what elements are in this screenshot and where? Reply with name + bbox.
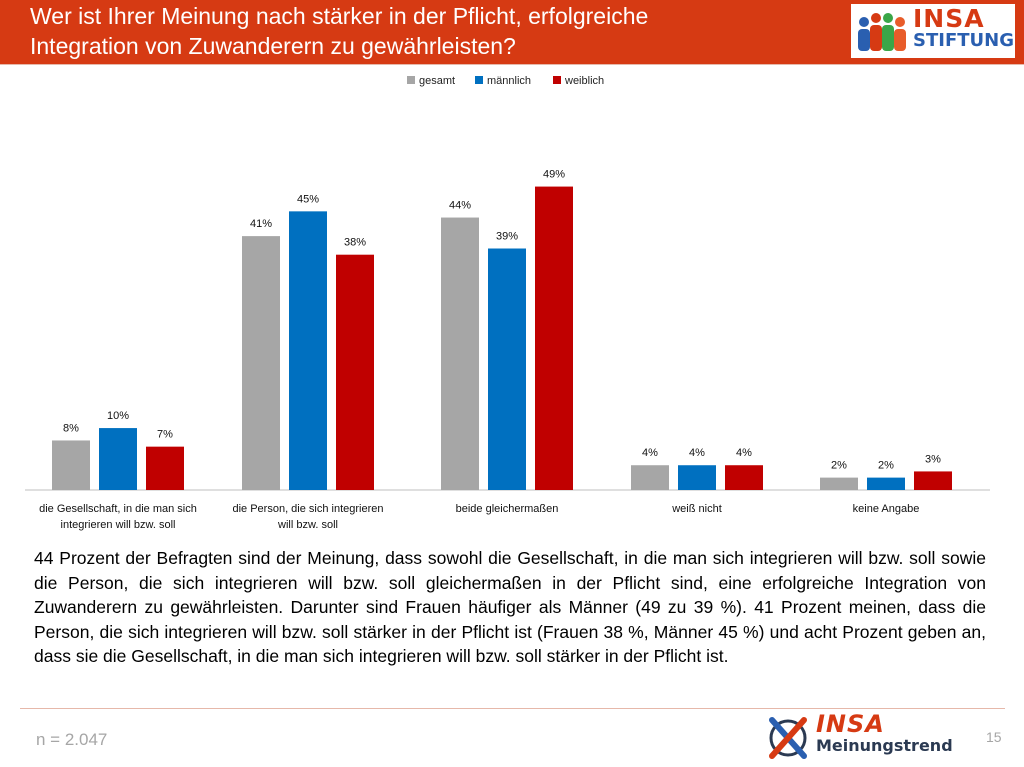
logo-stiftung-text: STIFTUNG	[913, 30, 1014, 51]
bar-gesamt-4	[820, 477, 858, 490]
data-label-gesamt-1: 41%	[250, 218, 272, 230]
data-label-männlich-2: 39%	[496, 231, 518, 243]
chart-legend: gesamt männlich weiblich	[0, 72, 1024, 92]
slide-title: Wer ist Ihrer Meinung nach stärker in de…	[30, 1, 830, 61]
category-label-line: integrieren will bzw. soll	[60, 519, 176, 531]
meinungstrend-x-icon	[769, 717, 807, 759]
bar-männlich-0	[99, 428, 137, 490]
category-label-2: beide gleichermaßen	[412, 501, 602, 517]
title-line-1: Wer ist Ihrer Meinung nach stärker in de…	[30, 3, 649, 29]
data-label-gesamt-2: 44%	[449, 200, 471, 212]
bar-gesamt-3	[631, 465, 669, 490]
bar-weiblich-3	[725, 465, 763, 490]
insa-stiftung-logo: INSA STIFTUNG	[851, 4, 1015, 58]
logo-insa-text: INSA	[913, 4, 985, 33]
data-label-weiblich-3: 4%	[736, 447, 752, 459]
legend-swatch-gesamt	[407, 76, 415, 84]
bar-männlich-2	[488, 248, 526, 490]
category-label-line: die Gesellschaft, in die man sich	[39, 503, 197, 515]
category-label-line: weiß nicht	[672, 503, 722, 515]
bar-männlich-3	[678, 465, 716, 490]
category-label-3: weiß nicht	[602, 501, 792, 517]
category-label-0: die Gesellschaft, in die man sich integri…	[23, 501, 213, 533]
footer-logo-insa-text: INSA	[816, 710, 885, 738]
category-label-1: die Person, die sich integrieren will bzw…	[213, 501, 403, 533]
legend-label-maennlich: männlich	[487, 75, 532, 87]
sample-size: n = 2.047	[36, 730, 108, 749]
category-label-4: keine Angabe	[791, 501, 981, 517]
header-bar: Wer ist Ihrer Meinung nach stärker in de…	[0, 0, 1024, 64]
title-line-2: Integration von Zuwanderern zu gewährlei…	[30, 33, 516, 59]
data-label-männlich-4: 2%	[878, 460, 894, 472]
legend-label-weiblich: weiblich	[565, 75, 605, 87]
data-label-männlich-3: 4%	[689, 447, 705, 459]
data-label-gesamt-3: 4%	[642, 447, 658, 459]
legend-label-gesamt: gesamt	[419, 75, 456, 87]
data-label-weiblich-0: 7%	[157, 429, 173, 441]
summary-text: 44 Prozent der Befragten sind der Meinun…	[34, 548, 986, 666]
bar-männlich-4	[867, 477, 905, 490]
bar-gesamt-2	[441, 217, 479, 490]
legend-item-weiblich: weiblich	[553, 75, 604, 87]
legend-swatch-maennlich	[475, 76, 483, 84]
data-label-weiblich-1: 38%	[344, 237, 366, 249]
page-number: 15	[986, 729, 1002, 745]
insa-meinungstrend-logo: INSA Meinungstrend	[768, 710, 978, 762]
bar-weiblich-1	[336, 254, 374, 490]
bar-chart: 8% 41% 44% 4% 2% 10% 45% 39% 4% 2% 7% 38% 49% 4% 3%	[25, 169, 990, 491]
people-icon	[858, 13, 906, 51]
data-label-weiblich-2: 49%	[543, 169, 565, 181]
data-label-gesamt-0: 8%	[63, 422, 79, 434]
bar-gesamt-1	[242, 236, 280, 490]
data-label-männlich-0: 10%	[107, 410, 129, 422]
legend-swatch-weiblich	[553, 76, 561, 84]
data-label-männlich-1: 45%	[297, 193, 319, 205]
data-label-gesamt-4: 2%	[831, 460, 847, 472]
category-label-line: die Person, die sich integrieren	[232, 503, 384, 515]
data-label-weiblich-4: 3%	[925, 453, 941, 465]
category-label-line: will bzw. soll	[278, 519, 338, 531]
bar-gesamt-0	[52, 440, 90, 490]
category-label-line: keine Angabe	[852, 503, 920, 515]
footer-divider	[20, 708, 1005, 709]
bar-weiblich-0	[146, 446, 184, 490]
header-divider	[0, 64, 1024, 65]
footer-logo-meinungstrend-text: Meinungstrend	[816, 736, 953, 755]
bar-männlich-1	[289, 211, 327, 490]
bar-weiblich-4	[914, 471, 952, 490]
bar-weiblich-2	[535, 186, 573, 491]
legend-item-gesamt: gesamt	[407, 75, 455, 87]
category-label-line: beide gleichermaßen	[455, 503, 559, 515]
legend-item-maennlich: männlich	[475, 75, 531, 87]
